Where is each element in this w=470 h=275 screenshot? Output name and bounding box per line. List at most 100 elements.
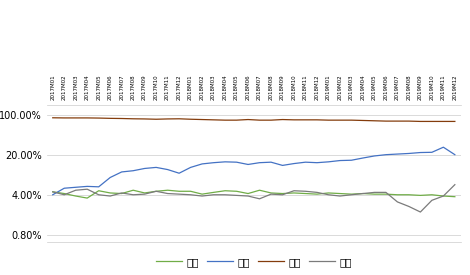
其他 bbox=[62, 193, 67, 196]
其他 bbox=[107, 194, 113, 198]
简装 bbox=[130, 189, 136, 192]
精装 bbox=[372, 154, 377, 158]
精装 bbox=[85, 185, 90, 188]
简装 bbox=[176, 190, 182, 193]
毛坤 bbox=[85, 116, 90, 120]
毛坤 bbox=[188, 118, 194, 121]
其他 bbox=[417, 210, 423, 214]
精装 bbox=[142, 167, 148, 170]
其他 bbox=[165, 192, 171, 195]
毛坤 bbox=[222, 119, 228, 122]
精装 bbox=[360, 156, 366, 160]
其他 bbox=[257, 197, 262, 200]
毛坤 bbox=[360, 119, 366, 122]
Line: 简装: 简装 bbox=[53, 190, 455, 198]
简装 bbox=[406, 193, 412, 196]
精装 bbox=[406, 152, 412, 155]
精装 bbox=[176, 172, 182, 175]
精装 bbox=[199, 162, 205, 166]
其他 bbox=[222, 193, 228, 196]
简装 bbox=[62, 192, 67, 195]
精装 bbox=[291, 162, 297, 165]
简装 bbox=[211, 191, 216, 194]
简装 bbox=[383, 192, 389, 196]
精装 bbox=[50, 193, 55, 196]
毛坤 bbox=[349, 119, 354, 122]
其他 bbox=[372, 191, 377, 194]
毛坤 bbox=[50, 116, 55, 119]
毛坤 bbox=[372, 119, 377, 122]
毛坤 bbox=[176, 117, 182, 120]
精装 bbox=[326, 160, 331, 164]
简装 bbox=[395, 193, 400, 196]
其他 bbox=[303, 190, 308, 193]
其他 bbox=[280, 193, 285, 196]
简装 bbox=[429, 193, 435, 196]
其他 bbox=[153, 190, 159, 193]
毛坤 bbox=[73, 116, 78, 120]
精装 bbox=[429, 151, 435, 154]
简装 bbox=[96, 189, 102, 192]
毛坤 bbox=[395, 119, 400, 123]
其他 bbox=[234, 194, 239, 197]
简装 bbox=[360, 192, 366, 195]
毛坤 bbox=[119, 117, 125, 120]
精装 bbox=[234, 161, 239, 164]
简装 bbox=[199, 192, 205, 196]
毛坤 bbox=[142, 117, 148, 121]
简装 bbox=[291, 191, 297, 195]
精装 bbox=[62, 186, 67, 190]
其他 bbox=[326, 193, 331, 196]
简装 bbox=[245, 192, 251, 195]
简装 bbox=[234, 190, 239, 193]
精装 bbox=[280, 164, 285, 167]
精装 bbox=[222, 160, 228, 164]
其他 bbox=[199, 194, 205, 198]
其他 bbox=[291, 189, 297, 192]
其他 bbox=[130, 193, 136, 196]
毛坤 bbox=[62, 116, 67, 120]
其他 bbox=[406, 205, 412, 208]
毛坤 bbox=[245, 118, 251, 121]
精装 bbox=[349, 159, 354, 162]
其他 bbox=[211, 193, 216, 196]
毛坤 bbox=[130, 117, 136, 120]
精装 bbox=[303, 161, 308, 164]
简装 bbox=[153, 190, 159, 193]
精装 bbox=[153, 166, 159, 169]
Line: 精装: 精装 bbox=[53, 147, 455, 195]
精装 bbox=[395, 152, 400, 156]
简装 bbox=[165, 189, 171, 192]
毛坤 bbox=[452, 120, 458, 123]
简装 bbox=[280, 192, 285, 195]
精装 bbox=[452, 153, 458, 156]
毛坤 bbox=[406, 119, 412, 123]
其他 bbox=[314, 191, 320, 194]
毛坤 bbox=[107, 117, 113, 120]
毛坤 bbox=[153, 118, 159, 121]
其他 bbox=[440, 194, 446, 198]
毛坤 bbox=[257, 119, 262, 122]
其他 bbox=[383, 191, 389, 194]
毛坤 bbox=[211, 118, 216, 122]
其他 bbox=[85, 188, 90, 191]
简装 bbox=[452, 195, 458, 198]
其他 bbox=[119, 191, 125, 195]
其他 bbox=[268, 192, 274, 196]
精装 bbox=[245, 163, 251, 166]
简装 bbox=[188, 190, 194, 193]
毛坤 bbox=[303, 118, 308, 122]
毛坤 bbox=[337, 119, 343, 122]
毛坤 bbox=[440, 120, 446, 123]
Line: 其他: 其他 bbox=[53, 185, 455, 212]
其他 bbox=[452, 183, 458, 186]
简装 bbox=[303, 192, 308, 195]
其他 bbox=[188, 193, 194, 196]
毛坤 bbox=[165, 117, 171, 121]
精装 bbox=[337, 159, 343, 162]
简装 bbox=[268, 191, 274, 195]
简装 bbox=[349, 192, 354, 196]
其他 bbox=[337, 194, 343, 198]
简装 bbox=[50, 190, 55, 194]
其他 bbox=[50, 190, 55, 194]
